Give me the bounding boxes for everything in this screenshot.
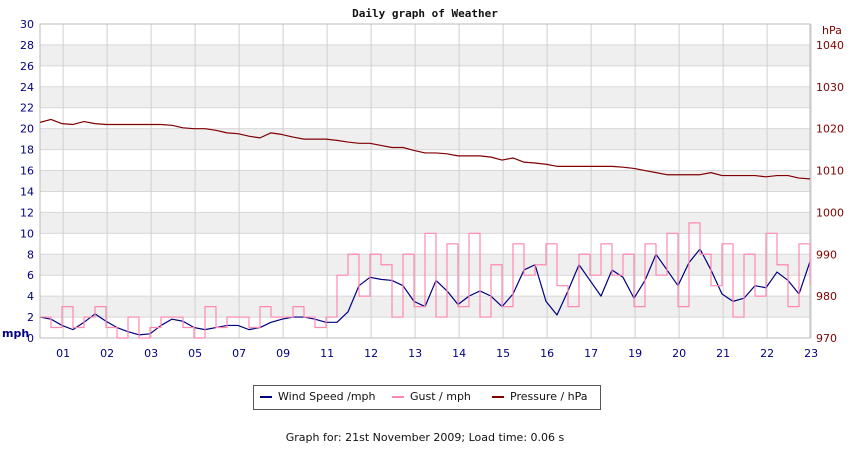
right-axis-unit: hPa: [822, 24, 842, 37]
y-tick-label-left: 0: [27, 332, 34, 345]
grid-band: [40, 170, 810, 192]
chart-title: Daily graph of Weather: [352, 7, 498, 20]
x-tick-label: 13: [408, 347, 422, 360]
y-tick-label-left: 2: [27, 311, 34, 324]
grid-band: [40, 128, 810, 150]
y-tick-label-left: 12: [20, 206, 34, 219]
y-tick-label-left: 10: [20, 227, 34, 240]
legend-swatch-wind: [260, 396, 272, 398]
y-tick-label-left: 14: [20, 185, 34, 198]
y-tick-label-right: 990: [816, 248, 837, 261]
legend-label-gust: Gust / mph: [410, 390, 471, 403]
y-tick-label-left: 28: [20, 39, 34, 52]
legend-item-pressure: Pressure / hPa: [492, 390, 588, 403]
y-tick-label-left: 18: [20, 144, 34, 157]
x-tick-label: 11: [320, 347, 334, 360]
y-tick-label-right: 1040: [816, 39, 844, 52]
series-line-1: [40, 222, 811, 339]
y-tick-label-left: 26: [20, 60, 34, 73]
grid-band: [40, 44, 810, 66]
legend-swatch-gust: [392, 396, 404, 398]
y-tick-label-left: 4: [27, 290, 34, 303]
x-tick-label: 19: [628, 347, 642, 360]
y-tick-label-left: 16: [20, 165, 34, 178]
footer-status: Graph for: 21st November 2009; Load time…: [285, 431, 565, 444]
x-tick-label: 02: [100, 347, 114, 360]
y-tick-label-left: 24: [20, 81, 34, 94]
x-tick-label: 14: [452, 347, 466, 360]
grid-band: [40, 86, 810, 108]
x-tick-label: 09: [276, 347, 290, 360]
x-tick-label: 17: [584, 347, 598, 360]
y-tick-label-left: 20: [20, 123, 34, 136]
series-line-2: [39, 118, 811, 180]
y-tick-label-left: 6: [27, 269, 34, 282]
grid-band: [40, 212, 810, 234]
legend: Wind Speed /mph Gust / mph Pressure / hP…: [253, 385, 601, 410]
x-tick-label: 07: [232, 347, 246, 360]
y-tick-label-right: 1030: [816, 81, 844, 94]
y-tick-label-right: 1000: [816, 206, 844, 219]
y-tick-label-right: 1010: [816, 165, 844, 178]
x-tick-label: 20: [672, 347, 686, 360]
legend-item-gust: Gust / mph: [392, 390, 471, 403]
legend-item-wind: Wind Speed /mph: [260, 390, 376, 403]
y-tick-label-left: 8: [27, 248, 34, 261]
plot-frame: [39, 23, 811, 339]
x-tick-label: 23: [804, 347, 818, 360]
left-axis-unit: mph: [2, 327, 29, 340]
x-tick-label: 03: [144, 347, 158, 360]
legend-swatch-pressure: [492, 396, 504, 398]
y-tick-label-right: 980: [816, 290, 837, 303]
x-tick-label: 12: [364, 347, 378, 360]
x-tick-label: 16: [540, 347, 554, 360]
x-tick-label: 15: [496, 347, 510, 360]
y-tick-label-right: 970: [816, 332, 837, 345]
x-tick-label: 21: [716, 347, 730, 360]
legend-label-pressure: Pressure / hPa: [510, 390, 588, 403]
y-tick-label-left: 22: [20, 102, 34, 115]
x-tick-label: 22: [760, 347, 774, 360]
y-tick-label-right: 1020: [816, 123, 844, 136]
x-tick-label: 01: [56, 347, 70, 360]
y-tick-label-left: 30: [20, 18, 34, 31]
x-tick-label: 05: [188, 347, 202, 360]
legend-label-wind: Wind Speed /mph: [278, 390, 376, 403]
